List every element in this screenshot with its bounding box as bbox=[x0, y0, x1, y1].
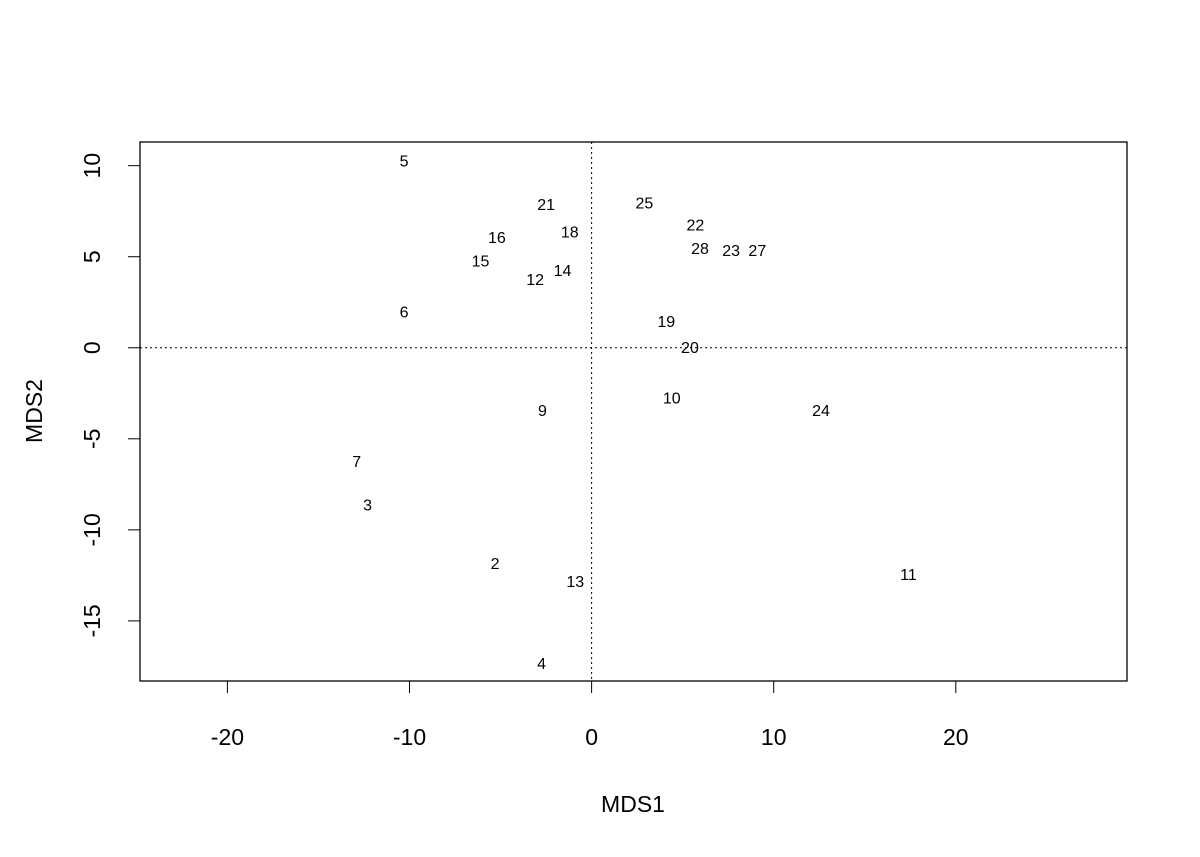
x-tick-label: -10 bbox=[393, 724, 426, 750]
point-label-22: 22 bbox=[687, 218, 705, 235]
point-label-16: 16 bbox=[488, 230, 506, 247]
point-label-4: 4 bbox=[537, 656, 546, 673]
point-label-7: 7 bbox=[352, 454, 361, 471]
point-label-18: 18 bbox=[561, 225, 579, 242]
x-tick-label: -20 bbox=[211, 724, 244, 750]
point-label-5: 5 bbox=[400, 154, 409, 171]
point-label-10: 10 bbox=[663, 390, 681, 407]
point-label-28: 28 bbox=[691, 241, 709, 258]
plot-frame bbox=[139, 141, 1128, 682]
point-label-14: 14 bbox=[554, 263, 572, 280]
y-tick-label: -5 bbox=[79, 429, 105, 449]
point-label-21: 21 bbox=[537, 197, 555, 214]
point-label-15: 15 bbox=[472, 254, 490, 271]
x-tick-label: 10 bbox=[761, 724, 787, 750]
point-label-27: 27 bbox=[748, 243, 766, 260]
point-label-3: 3 bbox=[363, 498, 372, 515]
point-label-23: 23 bbox=[722, 243, 740, 260]
y-tick-label: 0 bbox=[79, 341, 105, 354]
point-label-13: 13 bbox=[566, 574, 584, 591]
x-axis-label: MDS1 bbox=[601, 791, 665, 817]
y-tick-label: -15 bbox=[79, 604, 105, 637]
point-label-11: 11 bbox=[900, 567, 917, 584]
y-tick-label: 5 bbox=[79, 250, 105, 263]
x-tick-label: 20 bbox=[943, 724, 969, 750]
point-label-24: 24 bbox=[812, 403, 830, 420]
point-label-25: 25 bbox=[636, 195, 654, 212]
x-tick-label: 0 bbox=[585, 724, 598, 750]
point-label-9: 9 bbox=[538, 403, 547, 420]
point-label-12: 12 bbox=[526, 272, 544, 289]
point-label-2: 2 bbox=[491, 556, 500, 573]
y-tick-label: -10 bbox=[79, 513, 105, 546]
y-tick-label: 10 bbox=[79, 153, 105, 179]
y-axis-label: MDS2 bbox=[21, 379, 47, 443]
point-label-19: 19 bbox=[657, 314, 675, 331]
point-label-6: 6 bbox=[400, 305, 409, 322]
point-label-20: 20 bbox=[681, 340, 699, 357]
